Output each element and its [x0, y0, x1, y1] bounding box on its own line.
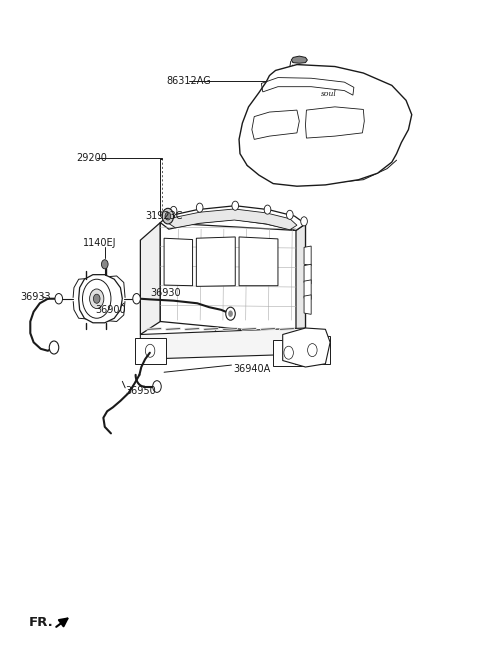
Circle shape — [94, 294, 100, 303]
Circle shape — [264, 205, 271, 214]
Circle shape — [165, 213, 171, 220]
Circle shape — [101, 260, 108, 269]
Polygon shape — [196, 237, 235, 287]
Polygon shape — [291, 56, 307, 63]
Polygon shape — [164, 238, 192, 286]
Circle shape — [133, 293, 140, 304]
Text: 36900: 36900 — [96, 305, 126, 315]
Circle shape — [49, 341, 59, 354]
Polygon shape — [273, 340, 304, 366]
Polygon shape — [140, 222, 160, 335]
Circle shape — [232, 201, 239, 211]
Polygon shape — [304, 246, 311, 266]
Text: 1140EJ: 1140EJ — [84, 237, 117, 248]
Polygon shape — [239, 237, 278, 286]
Text: 86312AG: 86312AG — [167, 76, 211, 86]
Polygon shape — [79, 275, 122, 323]
Polygon shape — [140, 328, 305, 359]
Circle shape — [145, 344, 155, 358]
Text: FR.: FR. — [29, 615, 54, 628]
Circle shape — [55, 293, 62, 304]
Polygon shape — [160, 222, 305, 335]
Text: 36933: 36933 — [21, 292, 51, 302]
Text: 36930: 36930 — [150, 288, 180, 298]
Polygon shape — [304, 280, 311, 299]
Circle shape — [83, 279, 111, 318]
Text: soul: soul — [321, 90, 337, 98]
Circle shape — [162, 209, 174, 224]
Polygon shape — [283, 328, 330, 367]
Polygon shape — [160, 222, 169, 321]
Circle shape — [196, 203, 203, 213]
Circle shape — [284, 346, 293, 359]
Polygon shape — [304, 295, 311, 314]
Circle shape — [228, 310, 233, 317]
Text: 36940A: 36940A — [233, 364, 270, 374]
Polygon shape — [295, 337, 330, 364]
Text: 29200: 29200 — [76, 153, 107, 163]
Circle shape — [308, 344, 317, 357]
Text: 36950: 36950 — [125, 386, 156, 396]
Circle shape — [153, 380, 161, 392]
Polygon shape — [168, 209, 297, 230]
Circle shape — [287, 211, 293, 219]
Polygon shape — [135, 338, 166, 364]
Polygon shape — [239, 64, 412, 186]
Circle shape — [170, 207, 177, 215]
Polygon shape — [296, 224, 305, 335]
Polygon shape — [160, 206, 305, 230]
Circle shape — [90, 289, 104, 308]
Circle shape — [301, 216, 307, 226]
Circle shape — [226, 307, 235, 320]
Text: 31923C: 31923C — [145, 211, 182, 221]
Polygon shape — [304, 264, 311, 284]
